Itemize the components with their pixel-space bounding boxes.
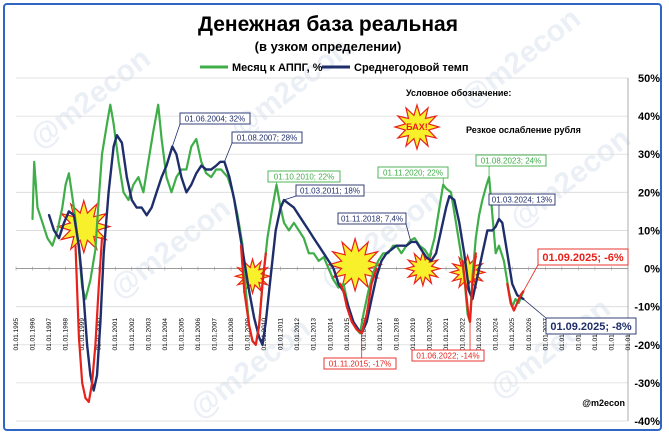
y-axis: 50% 40% 30% 20% 10% 0% -10% -20% -30% -40% bbox=[634, 73, 660, 428]
x-tick-label: 01.01.1997 bbox=[46, 318, 53, 351]
legend-label-annual: Среднегодовой темп bbox=[354, 62, 469, 74]
x-tick-label: 01.01.2018 bbox=[393, 318, 400, 351]
annotation-label: 01.09.2025; -6% bbox=[542, 252, 624, 264]
watermark-text: @m2econ bbox=[24, 42, 157, 156]
x-tick-label: 01.01.2017 bbox=[377, 318, 384, 351]
watermark-text: @m2econ bbox=[104, 192, 237, 306]
x-tick-label: 01.01.2007 bbox=[211, 318, 218, 351]
credit-label: @m2econ bbox=[582, 398, 625, 408]
watermark-text: @m2econ bbox=[454, 2, 587, 116]
chart-subtitle: (в узком определении) bbox=[255, 39, 402, 54]
x-tick-label: 01.01.2008 bbox=[228, 318, 235, 351]
annotation-box bbox=[545, 317, 637, 335]
annotation-box bbox=[231, 131, 303, 144]
x-tick-label: 01.01.2002 bbox=[129, 318, 136, 351]
series-line-devaluation bbox=[461, 252, 477, 323]
series-line-devaluation bbox=[239, 244, 267, 346]
annotation-leader bbox=[224, 142, 233, 162]
annotation-box bbox=[377, 166, 449, 179]
x-tick-label: 01.01.2021 bbox=[443, 318, 450, 351]
annotation-box bbox=[295, 184, 365, 197]
series-line-devaluation bbox=[506, 282, 525, 312]
annotation-label: 01.08.2007; 28% bbox=[237, 134, 298, 143]
x-tick-label: 01.01.1995 bbox=[13, 318, 20, 351]
x-tick-label: 01.01.2025 bbox=[509, 318, 516, 351]
x-tick-label: 01.01.2014 bbox=[327, 318, 334, 351]
annotation-label: 01.11.2015; -17% bbox=[329, 360, 392, 369]
annotation-box bbox=[537, 248, 629, 266]
annotation-leader bbox=[283, 195, 297, 201]
x-tick-label: 01.01.2003 bbox=[145, 318, 152, 351]
annotation-label: 01.11.2020; 22% bbox=[383, 169, 443, 178]
annotation-box bbox=[267, 170, 341, 183]
x-tick-label: 01.01.2004 bbox=[162, 318, 169, 351]
x-tick-label: 01.01.2012 bbox=[294, 318, 301, 351]
y-tick-label: 50% bbox=[638, 73, 660, 85]
y-tick-label: 20% bbox=[638, 187, 660, 199]
x-tick-label: 01.01.1999 bbox=[79, 318, 86, 351]
annotation-label: 01.03.2011; 18% bbox=[300, 187, 360, 196]
annotation-leader bbox=[405, 223, 411, 241]
annotation-label: 01.06.2004; 32% bbox=[185, 115, 246, 124]
chart-title: Денежная база реальная bbox=[198, 13, 458, 36]
burst-marker bbox=[326, 236, 384, 293]
y-tick-label: -10% bbox=[634, 302, 660, 314]
x-tick-label: 01.01.2019 bbox=[410, 318, 417, 351]
x-tick-label: 01.01.2013 bbox=[311, 318, 318, 351]
x-tick-label: 01.01.1998 bbox=[63, 318, 70, 351]
y-tick-label: 10% bbox=[638, 225, 660, 237]
annotation-label: 01.06.2022; -14% bbox=[416, 352, 479, 361]
y-tick-label: -30% bbox=[634, 378, 660, 390]
y-tick-label: -20% bbox=[634, 340, 660, 352]
legend-note-title: Условное обозначение: bbox=[406, 88, 511, 98]
series-layer bbox=[31, 103, 525, 403]
annotation-leader bbox=[522, 264, 539, 292]
annotation-label: 01.10.2010; 22% bbox=[274, 173, 335, 182]
y-tick-label: 30% bbox=[638, 149, 660, 161]
series-line-annual bbox=[47, 134, 525, 392]
x-tick-label: 01.01.2015 bbox=[344, 318, 351, 351]
x-tick-label: 01.01.2023 bbox=[476, 318, 483, 351]
annotation-box bbox=[323, 357, 397, 370]
y-tick-label: -40% bbox=[634, 416, 660, 428]
annotation-box bbox=[411, 349, 485, 362]
legend-note: Условное обозначение: БАХ! Резкое ослабл… bbox=[392, 88, 581, 152]
y-tick-label: 40% bbox=[638, 111, 660, 123]
annotation-box bbox=[179, 112, 251, 125]
series-line-monthly bbox=[31, 103, 525, 346]
x-tick-label: 01.01.2011 bbox=[278, 318, 285, 350]
x-tick-label: 01.01.2009 bbox=[245, 318, 252, 351]
annotation-layer: 01.06.2004; 32% 01.08.2007; 28% 01.10.2010… bbox=[171, 112, 637, 370]
annotation-leader bbox=[171, 123, 181, 147]
annotation-label: 01.03.2024; 13% bbox=[492, 196, 553, 205]
annotation-label: 01.09.2025; -8% bbox=[550, 321, 632, 333]
watermark-text: @m2econ bbox=[504, 122, 637, 236]
legend-note-text: Резкое ослабление рубля bbox=[466, 125, 581, 135]
burst-marker bbox=[233, 256, 272, 296]
x-tick-label: 01.01.1996 bbox=[30, 318, 37, 351]
x-tick-label: 01.01.2005 bbox=[178, 318, 185, 351]
x-tick-label: 01.01.2020 bbox=[427, 318, 434, 351]
annotation-box bbox=[337, 212, 407, 225]
x-tick-label: 01.01.2001 bbox=[112, 318, 119, 351]
annotation-box bbox=[475, 154, 547, 167]
series-line-devaluation bbox=[339, 267, 378, 335]
legend-label-monthly: Месяц к АППГ, % bbox=[232, 62, 323, 74]
x-tick-label: 01.01.2006 bbox=[195, 318, 202, 351]
legend-note-badge: БАХ! bbox=[406, 122, 428, 132]
legend: Месяц к АППГ, % Среднегодовой темп bbox=[200, 62, 469, 74]
legend-note-burst bbox=[392, 102, 442, 152]
annotation-label: 01.11.2018; 7,4% bbox=[341, 215, 403, 224]
burst-marker bbox=[403, 249, 443, 288]
annotation-leader bbox=[523, 298, 547, 319]
series-line-devaluation bbox=[74, 237, 104, 403]
x-tick-label: 01.01.2016 bbox=[360, 318, 367, 351]
annotation-label: 01.08.2023; 24% bbox=[481, 157, 542, 166]
annotation-box bbox=[488, 193, 556, 206]
y-tick-label: 0% bbox=[644, 264, 660, 276]
x-tick-label: 01.01.2022 bbox=[460, 318, 467, 351]
x-tick-label: 01.01.2024 bbox=[493, 318, 500, 351]
x-tick-label: 01.01.2026 bbox=[526, 318, 533, 351]
